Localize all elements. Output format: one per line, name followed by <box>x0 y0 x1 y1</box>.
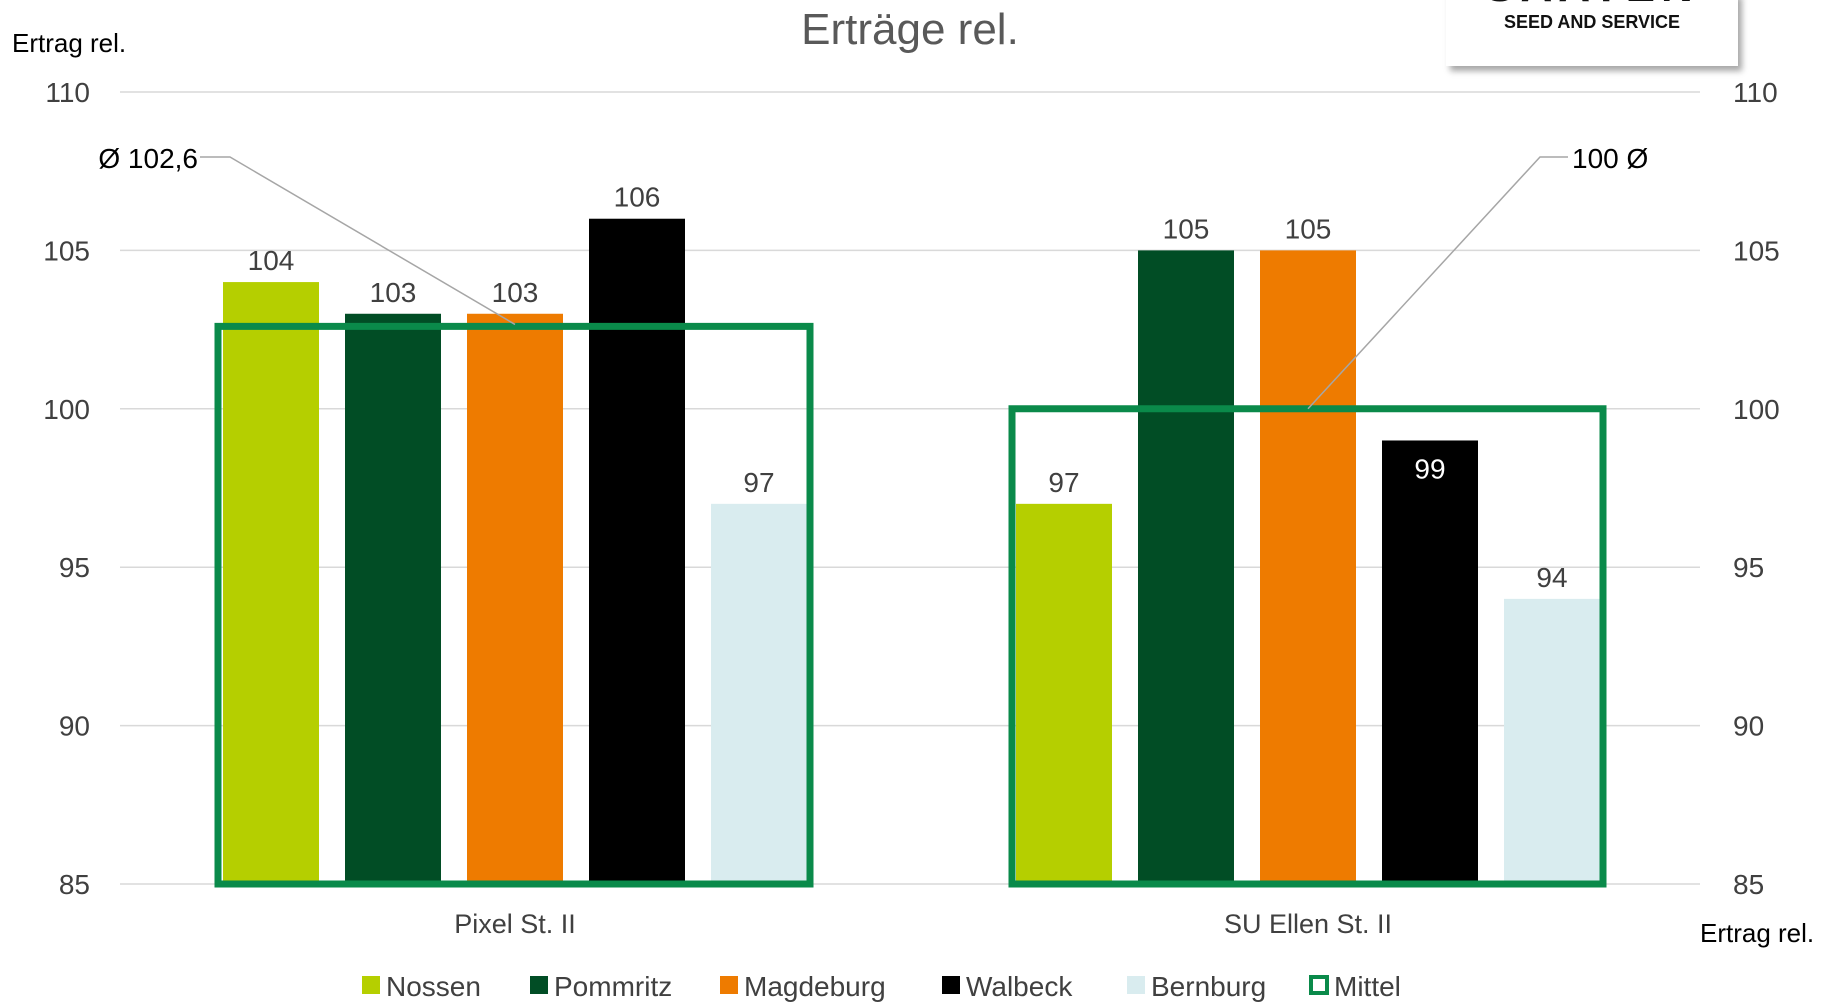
y-tick-right: 110 <box>1733 77 1778 108</box>
y-axis-right-label: Ertrag rel. <box>1700 918 1814 948</box>
mean-frame-1 <box>1008 405 1607 888</box>
legend-label: Nossen <box>386 971 481 1002</box>
legend-swatch-magdeburg <box>720 976 738 994</box>
y-tick-left: 110 <box>45 77 90 108</box>
bar-walbeck <box>1382 440 1478 884</box>
legend-label: Mittel <box>1334 971 1401 1002</box>
data-label: 105 <box>1163 213 1210 244</box>
y-tick-left: 95 <box>59 552 90 583</box>
legend-swatch-mittel <box>1309 975 1329 995</box>
chart-title: Erträge rel. <box>801 5 1019 54</box>
bar-bernburg <box>1504 598 1600 884</box>
legend-swatch-nossen <box>362 976 380 994</box>
annotation-leader-line <box>1307 156 1568 410</box>
y-tick-right: 100 <box>1733 394 1780 425</box>
mean-annotations: Ø 102,6 100 Ø <box>98 143 1648 410</box>
legend-label: Magdeburg <box>744 971 886 1002</box>
y-tick-right: 90 <box>1733 711 1764 742</box>
legend-swatch-pommritz <box>530 976 548 994</box>
annotation-leader-line <box>200 156 516 326</box>
legend-label: Walbeck <box>966 971 1073 1002</box>
bar-pommritz <box>1138 250 1234 884</box>
bar-magdeburg <box>1260 250 1356 884</box>
y-tick-right: 105 <box>1733 235 1780 266</box>
y-tick-labels: 85 85 90 90 95 95 100 100 105 105 110 110 <box>43 77 1779 900</box>
y-tick-right: 95 <box>1733 552 1764 583</box>
data-labels: 104 103 103 106 97 97 105 105 99 94 <box>248 182 1568 593</box>
x-tick-label: Pixel St. II <box>454 909 576 939</box>
data-label: 94 <box>1536 562 1567 593</box>
mean-annotation: Ø 102,6 <box>98 143 198 174</box>
data-label: 106 <box>614 182 661 213</box>
data-label: 97 <box>1048 467 1079 498</box>
bar-pommritz <box>345 313 441 884</box>
bar-walbeck <box>589 218 685 885</box>
y-tick-left: 100 <box>43 394 90 425</box>
logo-tagline: SEED AND SERVICE <box>1503 12 1681 32</box>
bar-bernburg <box>711 503 807 884</box>
y-tick-left: 105 <box>43 235 90 266</box>
logo-wordmark: SAATEN <box>1446 0 1738 12</box>
data-label: 104 <box>248 245 295 276</box>
x-tick-label: SU Ellen St. II <box>1224 909 1392 939</box>
y-tick-left: 90 <box>59 711 90 742</box>
x-tick-labels: Pixel St. II SU Ellen St. II <box>454 909 1392 939</box>
mean-frames <box>214 322 1607 888</box>
data-label: 105 <box>1285 213 1332 244</box>
company-logo: SAATEN SEED AND SERVICE <box>1446 0 1738 66</box>
legend: Nossen Pommritz Magdeburg Walbeck Bernburg Mi… <box>362 971 1401 1002</box>
y-axis-left-label: Ertrag rel. <box>12 28 126 58</box>
mean-annotation: 100 Ø <box>1572 143 1648 174</box>
bars <box>223 218 1600 885</box>
y-tick-left: 85 <box>59 869 90 900</box>
data-label: 99 <box>1414 453 1445 484</box>
data-label: 103 <box>492 277 539 308</box>
mean-frame-0 <box>214 322 814 888</box>
legend-label: Pommritz <box>554 971 672 1002</box>
bar-nossen <box>223 282 319 885</box>
data-label: 97 <box>743 467 774 498</box>
bar-nossen <box>1016 503 1112 884</box>
y-tick-right: 85 <box>1733 869 1764 900</box>
legend-swatch-walbeck <box>942 976 960 994</box>
bar-magdeburg <box>467 313 563 884</box>
data-label: 103 <box>370 277 417 308</box>
legend-swatch-bernburg <box>1127 976 1145 994</box>
legend-label: Bernburg <box>1151 971 1266 1002</box>
